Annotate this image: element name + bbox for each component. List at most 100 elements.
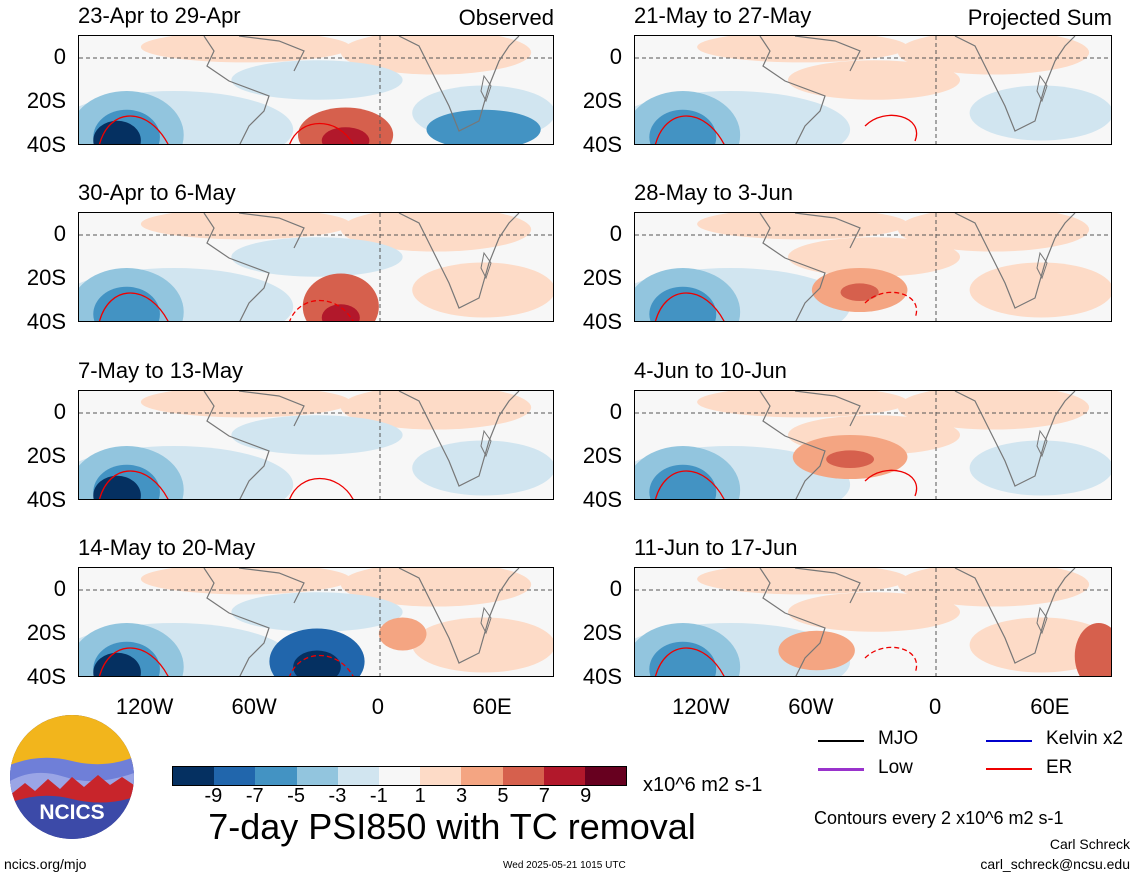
y-tick-right-3-1: 20S bbox=[582, 620, 622, 645]
colorbar-swatch bbox=[584, 767, 627, 785]
x-tick-left-0: 120W bbox=[115, 694, 174, 719]
y-tick-right-3-0: 0 bbox=[609, 576, 622, 601]
colorbar-label: -7 bbox=[245, 785, 264, 807]
y-tick-right-0-0: 0 bbox=[609, 44, 622, 69]
y-tick-right-0-1: 20S bbox=[582, 88, 622, 113]
colorbar-swatch bbox=[502, 767, 544, 785]
y-tick-right-2-2: 40S bbox=[582, 487, 622, 512]
anomaly-field bbox=[635, 568, 1111, 676]
x-tick-right-2: 0 bbox=[929, 694, 942, 719]
colorbar bbox=[172, 766, 627, 786]
map-panel-right-0 bbox=[634, 35, 1112, 145]
y-tick-left-0-1: 20S bbox=[26, 88, 66, 113]
panel-title-right-3: 11-Jun to 17-Jun bbox=[634, 535, 798, 560]
y-tick-right-1-0: 0 bbox=[609, 221, 622, 246]
y-tick-left-1-2: 40S bbox=[26, 309, 66, 334]
colorbar-label: -9 bbox=[204, 785, 223, 807]
panel-title-left-3: 14-May to 20-May bbox=[78, 535, 256, 560]
legend-mjo-line bbox=[818, 740, 864, 742]
panel-tag-left-0: Observed bbox=[458, 5, 554, 30]
author: Carl Schreck bbox=[1049, 836, 1130, 852]
main-title: 7-day PSI850 with TC removal bbox=[208, 806, 696, 847]
panel-title-left-0: 23-Apr to 29-Apr bbox=[78, 3, 241, 28]
colorbar-label: 1 bbox=[414, 785, 426, 807]
colorbar-swatch bbox=[296, 767, 338, 785]
anomaly-field bbox=[635, 36, 1111, 144]
map-panel-left-1 bbox=[78, 212, 554, 322]
y-tick-right-3-2: 40S bbox=[582, 664, 622, 689]
er-contour bbox=[654, 292, 725, 321]
legend-er-line bbox=[986, 768, 1032, 770]
map-panel-right-2 bbox=[634, 390, 1112, 500]
y-tick-left-1-1: 20S bbox=[26, 265, 66, 290]
anomaly-field bbox=[635, 213, 1111, 321]
colorbar-label: -3 bbox=[328, 785, 347, 807]
panel-tag-right-0: Projected Sum bbox=[967, 5, 1112, 30]
colorbar-label: 9 bbox=[580, 785, 592, 807]
ncics-logo: NCICS bbox=[10, 715, 134, 839]
map-panel-left-3 bbox=[78, 567, 554, 677]
colorbar-swatch bbox=[543, 767, 585, 785]
y-tick-left-3-0: 0 bbox=[53, 576, 66, 601]
y-tick-left-2-0: 0 bbox=[53, 399, 66, 424]
map-panel-right-3 bbox=[634, 567, 1112, 677]
x-tick-left-2: 0 bbox=[371, 694, 384, 719]
panel-title-right-0: 21-May to 27-May bbox=[634, 3, 812, 28]
colorbar-swatch bbox=[173, 767, 215, 785]
colorbar-swatch bbox=[214, 767, 256, 785]
panel-title-left-2: 7-May to 13-May bbox=[78, 358, 244, 383]
y-tick-right-1-1: 20S bbox=[582, 265, 622, 290]
y-tick-left-3-1: 20S bbox=[26, 620, 66, 645]
colorbar-swatch bbox=[420, 767, 462, 785]
map-panel-left-0 bbox=[78, 35, 554, 145]
x-tick-left-3: 60E bbox=[472, 694, 512, 719]
y-tick-left-0-2: 40S bbox=[26, 132, 66, 157]
timestamp: Wed 2025-05-21 1015 UTC bbox=[503, 860, 626, 871]
map-panel-right-1 bbox=[634, 212, 1112, 322]
site-link[interactable]: ncics.org/mjo bbox=[4, 856, 87, 872]
colorbar-swatch bbox=[255, 767, 297, 785]
legend-kelvin-label: Kelvin x2 bbox=[1046, 728, 1124, 749]
colorbar-label: 5 bbox=[497, 785, 509, 807]
colorbar-swatch bbox=[461, 767, 503, 785]
contour-note: Contours every 2 x10^6 m2 s-1 bbox=[814, 808, 1064, 828]
x-tick-right-0: 120W bbox=[672, 694, 730, 719]
er-contour bbox=[98, 292, 169, 321]
legend-er-label: ER bbox=[1046, 757, 1073, 778]
colorbar-label: 7 bbox=[538, 785, 550, 807]
legend-low-line bbox=[818, 768, 864, 771]
colorbar-units: x10^6 m2 s-1 bbox=[643, 774, 763, 796]
y-tick-right-1-2: 40S bbox=[582, 309, 622, 334]
colorbar-swatch bbox=[378, 767, 421, 785]
x-tick-left-1: 60W bbox=[231, 694, 277, 719]
anomaly-field bbox=[79, 391, 553, 499]
anomaly-field bbox=[79, 213, 553, 321]
y-tick-right-0-2: 40S bbox=[582, 132, 622, 157]
email: carl_schreck@ncsu.edu bbox=[980, 856, 1130, 872]
er-contour bbox=[98, 470, 169, 499]
legend-low-label: Low bbox=[878, 757, 913, 778]
anomaly-field bbox=[635, 391, 1111, 499]
anomaly-field bbox=[79, 568, 553, 676]
anomaly-field bbox=[79, 36, 553, 144]
er-contour bbox=[654, 115, 725, 144]
er-contour bbox=[654, 647, 725, 676]
er-contour bbox=[98, 647, 169, 676]
y-tick-left-2-1: 20S bbox=[26, 443, 66, 468]
map-panel-left-2 bbox=[78, 390, 554, 500]
y-tick-left-0-0: 0 bbox=[53, 44, 66, 69]
panel-title-right-2: 4-Jun to 10-Jun bbox=[634, 358, 787, 383]
panel-title-left-1: 30-Apr to 6-May bbox=[78, 180, 236, 205]
colorbar-swatch bbox=[337, 767, 379, 785]
x-tick-right-1: 60W bbox=[788, 694, 834, 719]
y-tick-left-2-2: 40S bbox=[26, 487, 66, 512]
ncics-logo-text: NCICS bbox=[39, 801, 104, 824]
y-tick-left-3-2: 40S bbox=[26, 664, 66, 689]
er-contour bbox=[98, 115, 169, 144]
y-tick-right-2-0: 0 bbox=[609, 399, 622, 424]
x-tick-right-3: 60E bbox=[1030, 694, 1070, 719]
colorbar-label: -1 bbox=[369, 785, 388, 807]
panel-title-right-1: 28-May to 3-Jun bbox=[634, 180, 793, 205]
colorbar-label: -5 bbox=[287, 785, 305, 807]
y-tick-right-2-1: 20S bbox=[582, 443, 622, 468]
